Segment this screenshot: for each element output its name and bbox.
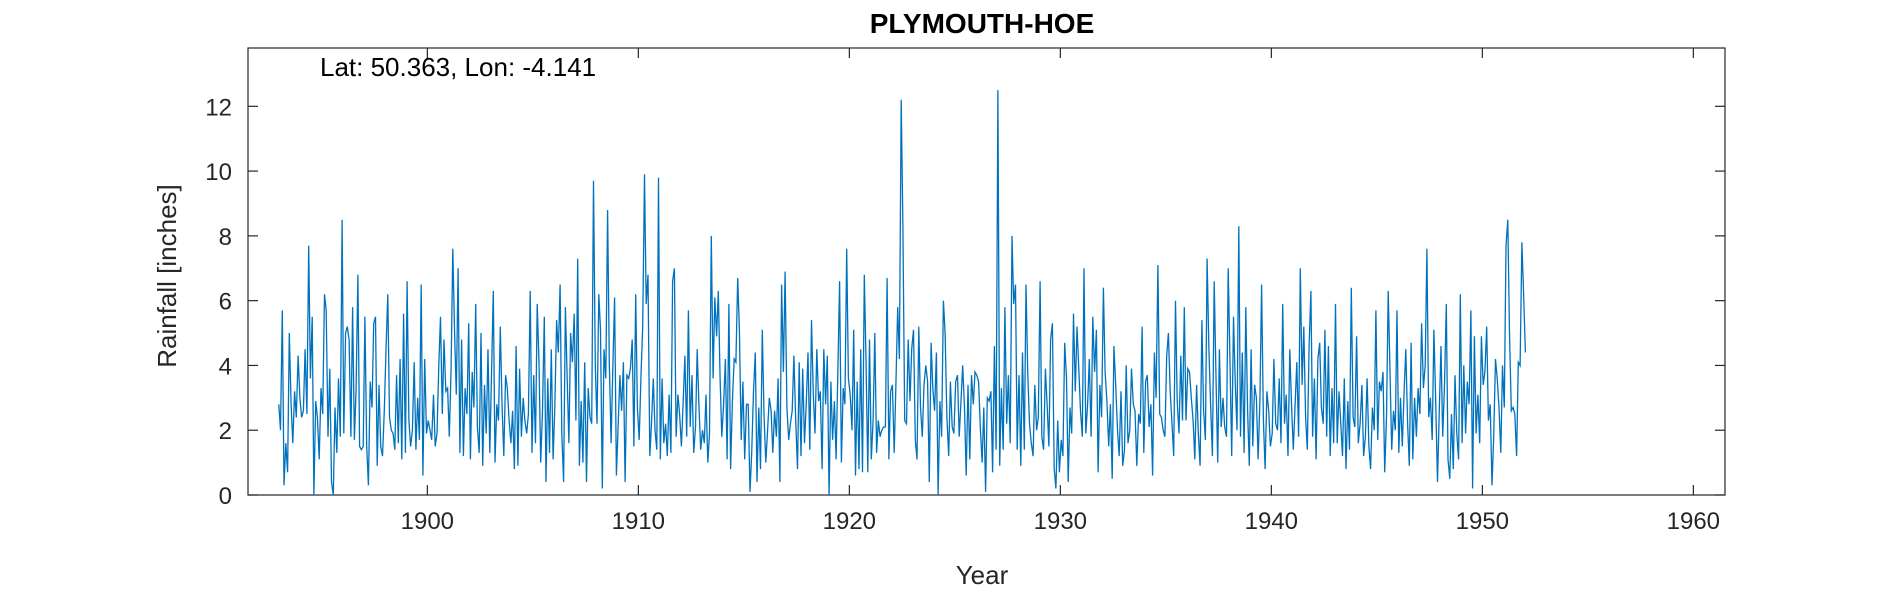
x-tick-label: 1930 xyxy=(1034,508,1087,535)
y-tick-label: 2 xyxy=(219,418,232,445)
x-tick-label: 1920 xyxy=(823,508,876,535)
tick-marks: 1900 1910 1920 1930 1940 1950 1960 0 2 4 6 8 10 12 xyxy=(205,48,1725,535)
x-tick-label: 1910 xyxy=(612,508,665,535)
y-tick-label: 4 xyxy=(219,353,232,380)
y-tick-label: 0 xyxy=(219,483,232,510)
plot-axes xyxy=(247,47,1726,496)
y-tick-label: 10 xyxy=(205,159,232,186)
x-tick-label: 1960 xyxy=(1667,508,1720,535)
rainfall-series-line xyxy=(278,90,1527,496)
x-tick-label: 1940 xyxy=(1245,508,1298,535)
x-axis-label: Year xyxy=(956,560,1009,590)
y-tick-label: 6 xyxy=(219,289,232,316)
x-tick-label: 1950 xyxy=(1456,508,1509,535)
y-axis-label: Rainfall [inches] xyxy=(152,184,182,368)
location-annotation: Lat: 50.363, Lon: -4.141 xyxy=(320,52,596,82)
chart-title: PLYMOUTH-HOE xyxy=(870,8,1095,39)
y-tick-label: 8 xyxy=(219,224,232,251)
plot-frame xyxy=(247,47,1726,496)
x-tick-label: 1900 xyxy=(401,508,454,535)
y-tick-label: 12 xyxy=(205,94,232,121)
